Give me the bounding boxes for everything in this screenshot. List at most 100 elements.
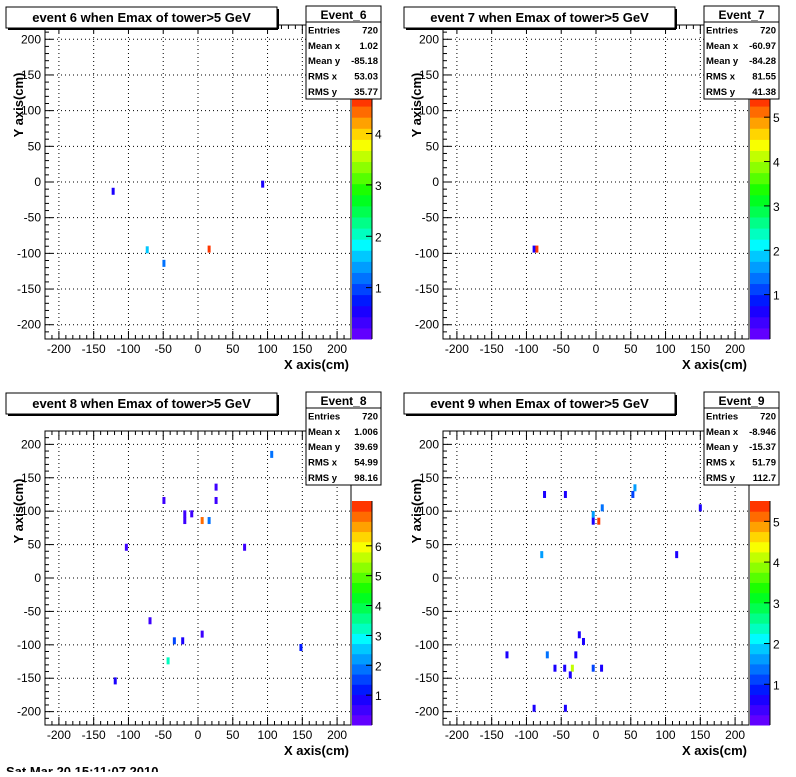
stats-name: Event_6	[320, 8, 366, 22]
colorbar-band	[750, 327, 770, 340]
stats-label: Mean y	[706, 56, 739, 67]
data-cell	[162, 496, 166, 504]
data-cell	[172, 637, 176, 645]
colorbar-band	[352, 327, 372, 340]
z-tick-label: 3	[375, 179, 382, 193]
y-tick-label: 0	[432, 571, 439, 585]
x-tick-label: 50	[226, 342, 240, 356]
data-cell	[214, 483, 218, 491]
stats-label: RMS y	[308, 87, 338, 98]
stats-value: 720	[362, 411, 378, 422]
stats-value: 98.16	[354, 473, 378, 484]
data-cell	[145, 246, 149, 254]
colorbar-band	[352, 613, 372, 624]
colorbar-band	[352, 541, 372, 553]
stats-value: 51.79	[752, 458, 776, 469]
y-axis-label: Y axis(cm)	[11, 73, 26, 138]
x-tick-label: -150	[82, 342, 106, 356]
colorbar-band	[750, 161, 770, 174]
colorbar-band	[750, 194, 770, 207]
colorbar-band	[750, 521, 770, 533]
colorbar-band	[750, 602, 770, 614]
y-tick-label: 200	[419, 437, 439, 451]
colorbar-band	[352, 633, 372, 645]
stats-label: Mean x	[706, 427, 739, 438]
colorbar-band	[352, 194, 372, 207]
colorbar-band	[352, 205, 372, 218]
stats-name: Event_9	[718, 394, 764, 408]
data-cell	[545, 651, 549, 659]
data-cell	[591, 511, 595, 519]
x-tick-label: 150	[690, 728, 710, 742]
colorbar-band	[750, 150, 770, 163]
data-cell	[553, 664, 557, 672]
x-tick-label: -200	[47, 728, 71, 742]
x-tick-label: 100	[656, 342, 676, 356]
z-tick-label: 5	[773, 111, 780, 125]
z-tick-label: 4	[773, 556, 780, 570]
colorbar-band	[750, 250, 770, 262]
colorbar-band	[352, 272, 372, 285]
stats-name: Event_8	[320, 394, 366, 408]
colorbar-band	[352, 139, 372, 151]
y-tick-label: -200	[17, 318, 41, 332]
stats-label: Mean x	[308, 427, 341, 438]
y-tick-label: -50	[422, 211, 440, 225]
data-cell	[166, 657, 170, 665]
y-axis-label: Y axis(cm)	[409, 479, 424, 544]
data-cell	[591, 517, 595, 525]
y-tick-label: 50	[28, 538, 42, 552]
colorbar-band	[352, 663, 372, 675]
y-tick-label: -150	[17, 282, 41, 296]
stats-value: -84.28	[749, 56, 776, 67]
stats-value: 53.03	[354, 72, 378, 83]
x-tick-label: 0	[593, 342, 600, 356]
data-cell	[563, 490, 567, 498]
x-tick-label: -200	[47, 342, 71, 356]
z-tick-label: 3	[773, 200, 780, 214]
y-tick-label: 50	[426, 538, 440, 552]
colorbar-band	[750, 613, 770, 624]
stats-label: RMS y	[308, 473, 338, 484]
z-tick-label: 1	[375, 689, 382, 703]
y-tick-label: 0	[34, 175, 41, 189]
x-tick-label: 100	[656, 728, 676, 742]
data-cell	[261, 180, 265, 188]
y-tick-label: 200	[419, 32, 439, 46]
colorbar-band	[352, 501, 372, 512]
data-cell	[568, 671, 572, 679]
stats-value: -8.946	[749, 427, 776, 438]
data-cell	[698, 504, 702, 512]
x-tick-label: -150	[480, 728, 504, 742]
z-tick-label: 4	[375, 128, 382, 142]
data-cell	[148, 617, 152, 625]
colorbar-band	[352, 128, 372, 140]
data-cell	[243, 543, 247, 551]
colorbar-band	[352, 261, 372, 273]
colorbar-band	[750, 704, 770, 716]
stats-value: 1.006	[354, 427, 378, 438]
x-tick-label: 200	[327, 728, 347, 742]
data-cell	[111, 187, 115, 195]
data-cell	[162, 259, 166, 267]
stats-value: 112.7	[753, 473, 776, 484]
colorbar-band	[750, 541, 770, 553]
colorbar-band	[352, 551, 372, 563]
x-tick-label: -150	[480, 342, 504, 356]
stats-value: 81.55	[752, 72, 776, 83]
x-tick-label: 0	[195, 342, 202, 356]
x-tick-label: 200	[327, 342, 347, 356]
x-tick-label: -150	[82, 728, 106, 742]
colorbar-band	[352, 172, 372, 185]
colorbar-band	[352, 674, 372, 685]
data-cell	[183, 510, 187, 518]
z-tick-label: 5	[375, 570, 382, 584]
stats-value: -60.97	[749, 41, 776, 52]
x-tick-label: 150	[292, 728, 312, 742]
y-tick-label: 100	[21, 104, 41, 118]
x-tick-label: 150	[690, 342, 710, 356]
stats-label: Mean y	[706, 442, 739, 453]
colorbar-band	[750, 261, 770, 273]
colorbar-band	[352, 283, 372, 296]
